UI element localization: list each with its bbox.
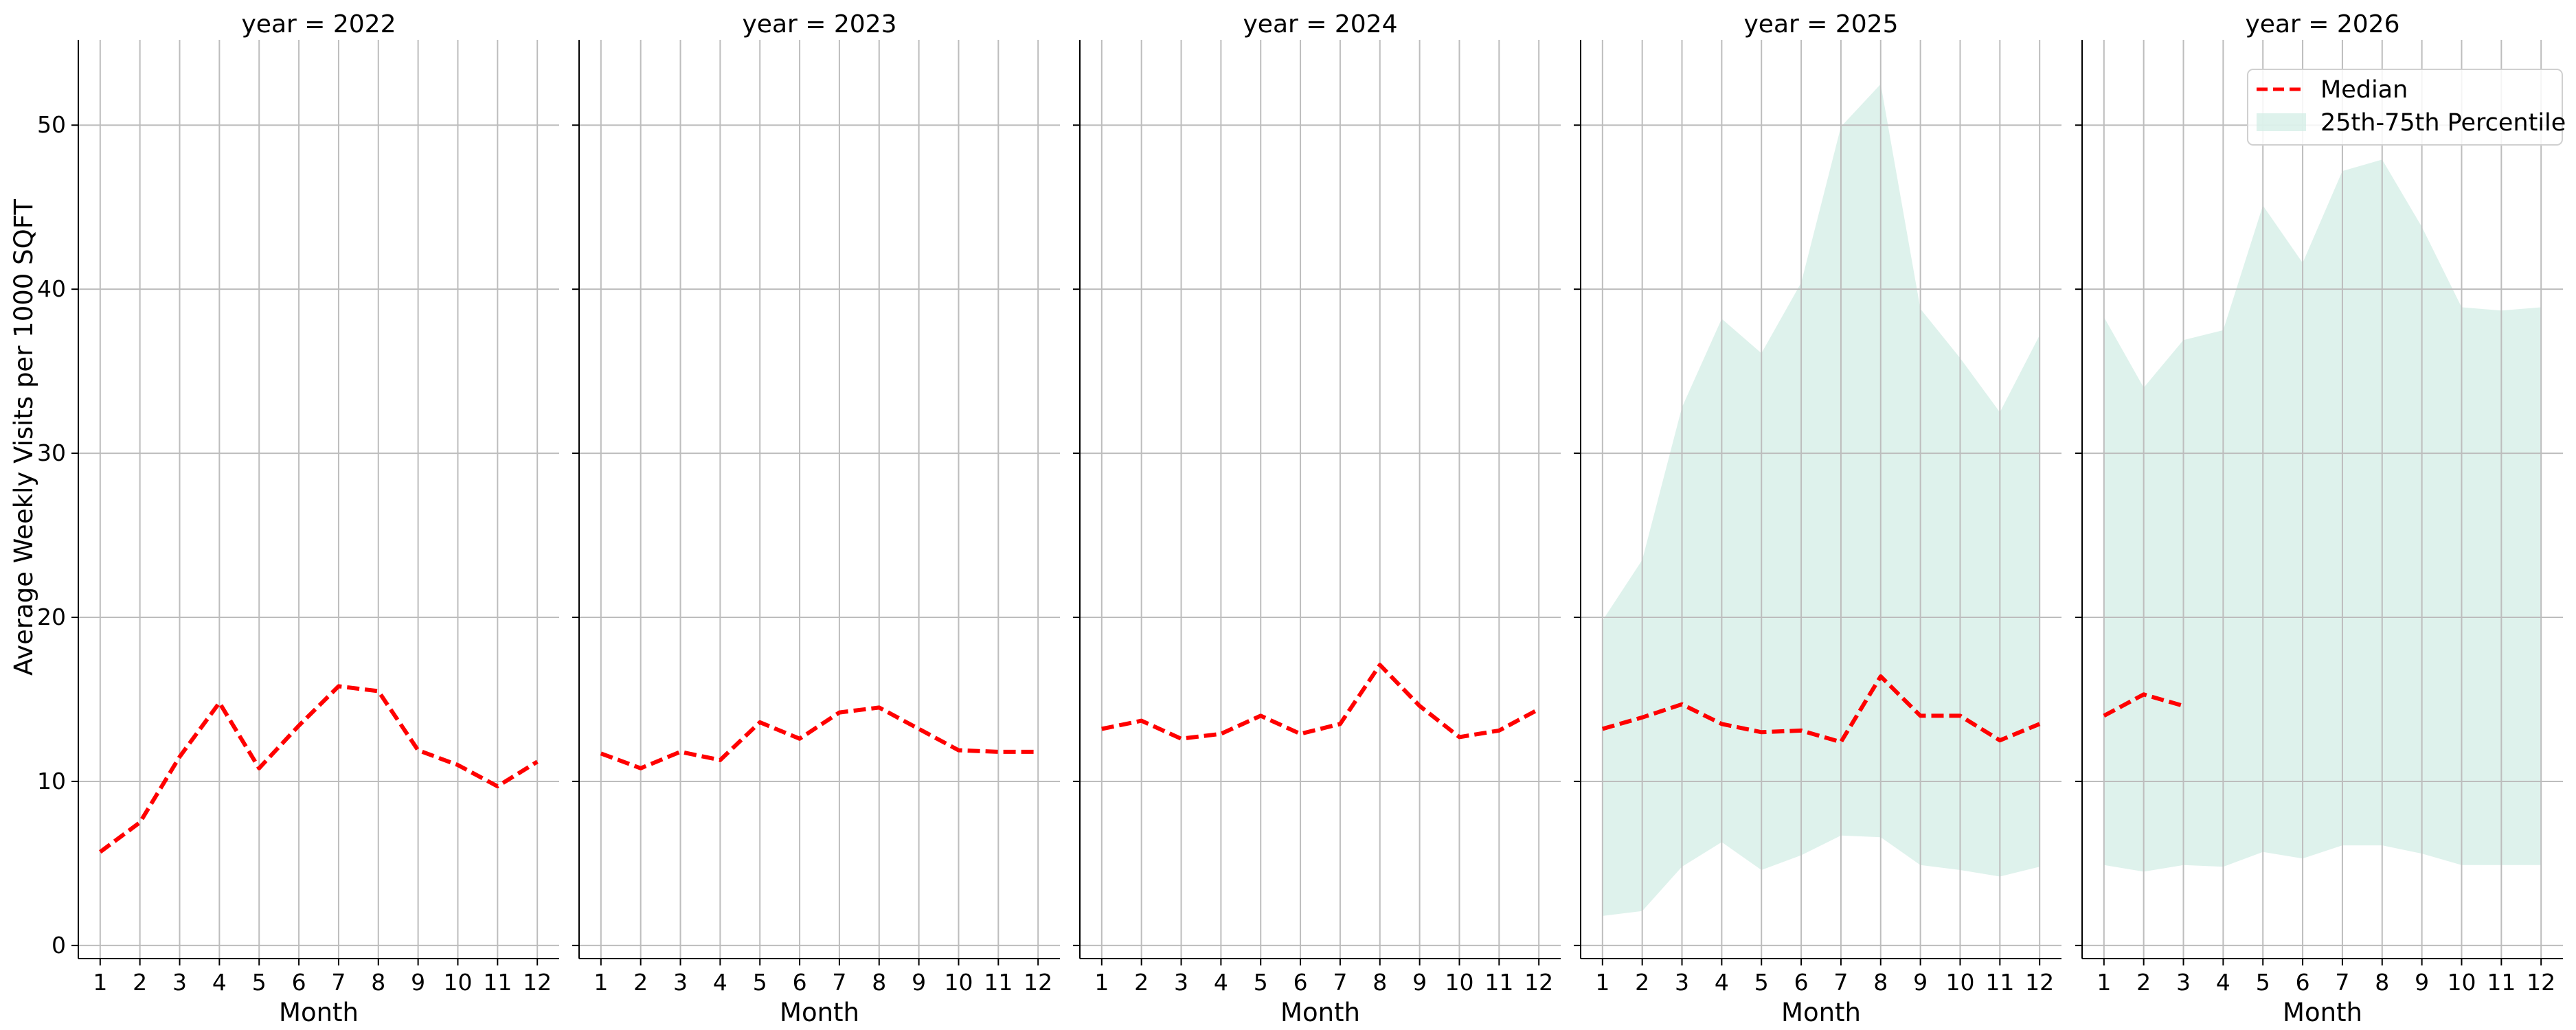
x-tick-label: 11 <box>1985 969 2014 996</box>
x-tick-label: 3 <box>2176 969 2191 996</box>
x-tick-label: 3 <box>1675 969 1689 996</box>
x-tick-label: 6 <box>1293 969 1308 996</box>
x-tick-label: 12 <box>2025 969 2054 996</box>
y-tick-label: 50 <box>37 111 66 138</box>
legend-frame <box>2247 69 2563 146</box>
x-tick-label: 10 <box>1445 969 1473 996</box>
x-axis-label: Month <box>279 998 359 1027</box>
percentile-band <box>1602 84 2040 916</box>
facet-title: year = 2022 <box>242 10 396 38</box>
x-tick-label: 4 <box>713 969 727 996</box>
x-tick-label: 3 <box>172 969 187 996</box>
x-tick-label: 1 <box>594 969 608 996</box>
x-tick-label: 7 <box>2335 969 2349 996</box>
x-tick-label: 11 <box>483 969 512 996</box>
median-line <box>1601 674 2041 744</box>
x-tick-label: 7 <box>1833 969 1848 996</box>
x-tick-label: 7 <box>331 969 346 996</box>
legend-band-swatch <box>2257 113 2306 131</box>
x-tick-label: 5 <box>252 969 267 996</box>
legend-median-label: Median <box>2320 76 2408 104</box>
x-tick-label: 1 <box>2097 969 2111 996</box>
x-tick-label: 10 <box>2447 969 2476 996</box>
x-axis-label: Month <box>2283 998 2362 1027</box>
x-tick-label: 12 <box>1024 969 1052 996</box>
x-tick-label: 6 <box>793 969 807 996</box>
y-tick-label: 10 <box>37 768 66 794</box>
y-axis-label: Average Weekly Visits per 1000 SQFT <box>9 199 38 676</box>
x-tick-label: 7 <box>832 969 846 996</box>
x-tick-label: 9 <box>1913 969 1928 996</box>
y-tick-label: 40 <box>37 275 66 302</box>
facet-title: year = 2026 <box>2246 10 2400 38</box>
x-tick-label: 9 <box>1412 969 1427 996</box>
x-tick-label: 12 <box>1524 969 1553 996</box>
y-tick-label: 20 <box>37 604 66 630</box>
x-tick-label: 5 <box>1254 969 1268 996</box>
legend: Median 25th-75th Percentile <box>2247 69 2566 146</box>
x-tick-label: 7 <box>1333 969 1347 996</box>
x-tick-label: 6 <box>1794 969 1809 996</box>
x-tick-label: 8 <box>872 969 886 996</box>
x-tick-label: 8 <box>1873 969 1888 996</box>
x-tick-label: 4 <box>2216 969 2230 996</box>
facet-title: year = 2024 <box>1243 10 1398 38</box>
y-tick-label: 0 <box>52 932 66 959</box>
x-tick-label: 9 <box>912 969 926 996</box>
x-tick-label: 9 <box>2415 969 2429 996</box>
x-tick-label: 6 <box>292 969 306 996</box>
x-tick-label: 4 <box>1715 969 1729 996</box>
x-tick-label: 2 <box>1134 969 1149 996</box>
facet-title: year = 2025 <box>1744 10 1899 38</box>
x-axis-label: Month <box>780 998 859 1027</box>
x-axis-label: Month <box>1781 998 1861 1027</box>
x-tick-label: 5 <box>2256 969 2270 996</box>
x-tick-label: 2 <box>1635 969 1649 996</box>
x-tick-label: 2 <box>2136 969 2151 996</box>
x-tick-label: 1 <box>1094 969 1109 996</box>
x-tick-label: 6 <box>2296 969 2310 996</box>
x-tick-label: 9 <box>411 969 425 996</box>
x-tick-label: 1 <box>1595 969 1609 996</box>
x-axis-label: Month <box>1280 998 1360 1027</box>
x-tick-label: 4 <box>1214 969 1228 996</box>
median-line <box>1101 663 1540 741</box>
median-line <box>2103 692 2184 718</box>
median-line <box>99 684 539 854</box>
x-tick-label: 8 <box>371 969 385 996</box>
x-tick-label: 10 <box>1945 969 1974 996</box>
x-tick-label: 11 <box>2487 969 2516 996</box>
percentile-band <box>2103 159 2542 872</box>
x-tick-label: 11 <box>984 969 1013 996</box>
x-tick-label: 8 <box>1372 969 1387 996</box>
x-tick-label: 1 <box>93 969 107 996</box>
x-tick-label: 11 <box>1484 969 1513 996</box>
x-tick-label: 3 <box>1174 969 1188 996</box>
x-tick-label: 2 <box>133 969 147 996</box>
x-tick-label: 10 <box>443 969 472 996</box>
x-tick-label: 5 <box>753 969 767 996</box>
x-tick-label: 4 <box>212 969 227 996</box>
x-tick-label: 5 <box>1754 969 1769 996</box>
x-tick-label: 2 <box>633 969 648 996</box>
x-tick-label: 3 <box>673 969 688 996</box>
x-tick-label: 12 <box>2527 969 2555 996</box>
x-tick-label: 8 <box>2375 969 2389 996</box>
facet-title: year = 2023 <box>743 10 897 38</box>
x-tick-label: 10 <box>944 969 973 996</box>
legend-band-label: 25th-75th Percentile <box>2320 109 2566 137</box>
y-tick-label: 30 <box>37 439 66 466</box>
x-tick-label: 12 <box>523 969 552 996</box>
median-line <box>600 705 1039 770</box>
